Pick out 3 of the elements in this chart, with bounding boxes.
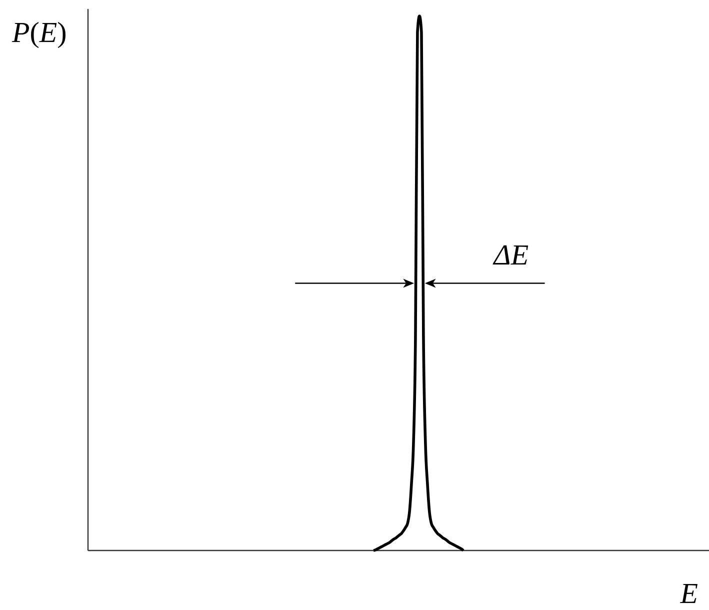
x-axis-title: E — [679, 578, 698, 610]
y-axis-title: P(E) — [11, 17, 67, 49]
annotation: ΔE — [492, 239, 529, 272]
